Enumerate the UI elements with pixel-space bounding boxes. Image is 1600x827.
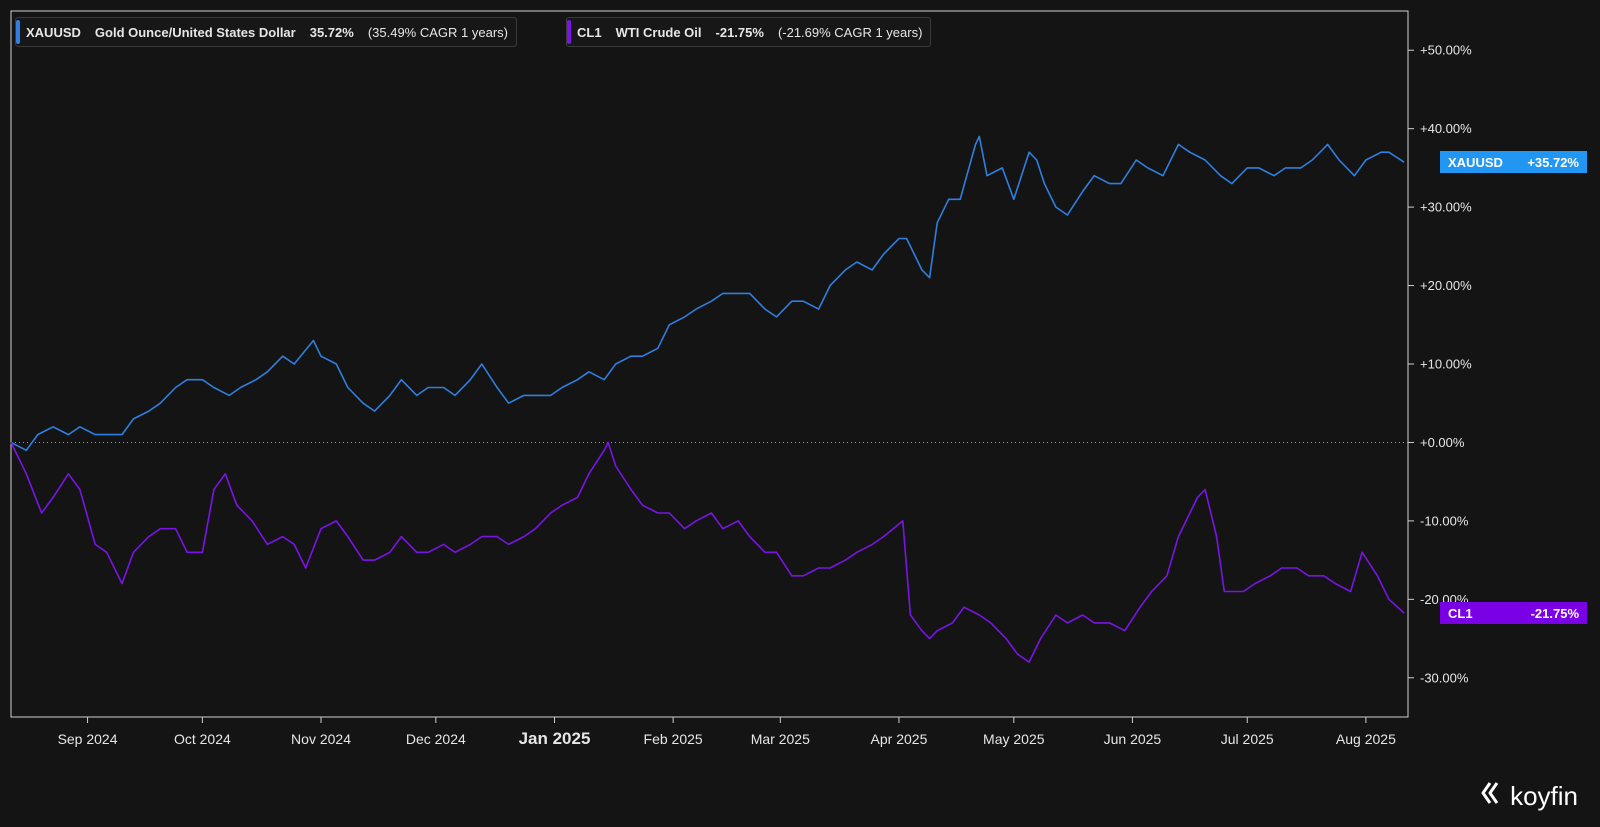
x-tick-label: Jul 2025 bbox=[1221, 731, 1274, 747]
legend-name: Gold Ounce/United States Dollar bbox=[94, 24, 296, 40]
koyfin-logo-text: koyfin bbox=[1510, 781, 1578, 811]
legend-ticker: CL1 bbox=[577, 24, 602, 40]
series-line-xauusd bbox=[10, 135, 1405, 452]
x-tick-label: Apr 2025 bbox=[871, 731, 928, 747]
series-lines bbox=[10, 135, 1405, 663]
series-line-cl1 bbox=[10, 441, 1405, 663]
x-tick-label: Jan 2025 bbox=[519, 729, 591, 748]
koyfin-logo: koyfin bbox=[1480, 780, 1578, 813]
tag-ticker: XAUUSD bbox=[1448, 154, 1503, 170]
y-tick-label: +40.00% bbox=[1420, 121, 1472, 136]
legend-xauusd[interactable]: XAUUSD Gold Ounce/United States Dollar 3… bbox=[15, 17, 517, 47]
legend-change: -21.75% bbox=[715, 24, 764, 40]
tag-ticker: CL1 bbox=[1448, 605, 1473, 621]
x-tick-label: May 2025 bbox=[983, 731, 1045, 747]
legend-name: WTI Crude Oil bbox=[615, 24, 702, 40]
x-axis: Sep 2024 Oct 2024 Nov 2024 Dec 2024 Jan 2025… bbox=[58, 717, 1396, 748]
x-tick-label: Nov 2024 bbox=[291, 731, 351, 747]
legend-change: 35.72% bbox=[309, 24, 354, 40]
y-tick-label: -30.00% bbox=[1420, 670, 1469, 685]
last-value-tag-xauusd: XAUUSD +35.72% bbox=[1440, 151, 1587, 174]
x-tick-label: Jun 2025 bbox=[1104, 731, 1162, 747]
y-tick-label: +10.00% bbox=[1420, 357, 1472, 372]
x-tick-label: Aug 2025 bbox=[1336, 731, 1396, 747]
legend-swatch bbox=[16, 20, 20, 44]
y-tick-label: -10.00% bbox=[1420, 513, 1469, 528]
legend-ticker: XAUUSD bbox=[26, 24, 81, 40]
tag-value: -21.75% bbox=[1530, 605, 1579, 621]
legend-cl1[interactable]: CL1 WTI Crude Oil -21.75% (-21.69% CAGR … bbox=[566, 17, 932, 47]
y-tick-label: +50.00% bbox=[1420, 43, 1472, 58]
y-tick-label: +20.00% bbox=[1420, 278, 1472, 293]
y-tick-label: +30.00% bbox=[1420, 200, 1472, 215]
x-tick-label: Sep 2024 bbox=[58, 731, 118, 747]
plot-frame bbox=[10, 10, 1409, 718]
x-tick-label: Dec 2024 bbox=[406, 731, 466, 747]
legend-cagr: (35.49% CAGR 1 years) bbox=[367, 24, 508, 40]
legend-cagr: (-21.69% CAGR 1 years) bbox=[777, 24, 923, 40]
tag-value: +35.72% bbox=[1527, 154, 1579, 170]
legend-swatch bbox=[567, 20, 571, 44]
y-tick-label: +0.00% bbox=[1420, 435, 1465, 450]
x-tick-label: Oct 2024 bbox=[174, 731, 231, 747]
last-value-tag-cl1: CL1 -21.75% bbox=[1440, 602, 1587, 625]
x-tick-label: Feb 2025 bbox=[644, 731, 703, 747]
y-axis: -30.00%-20.00%-10.00%+0.00%+10.00%+20.00… bbox=[1408, 43, 1472, 685]
x-tick-label: Mar 2025 bbox=[751, 731, 810, 747]
koyfin-logo-icon bbox=[1480, 780, 1506, 813]
